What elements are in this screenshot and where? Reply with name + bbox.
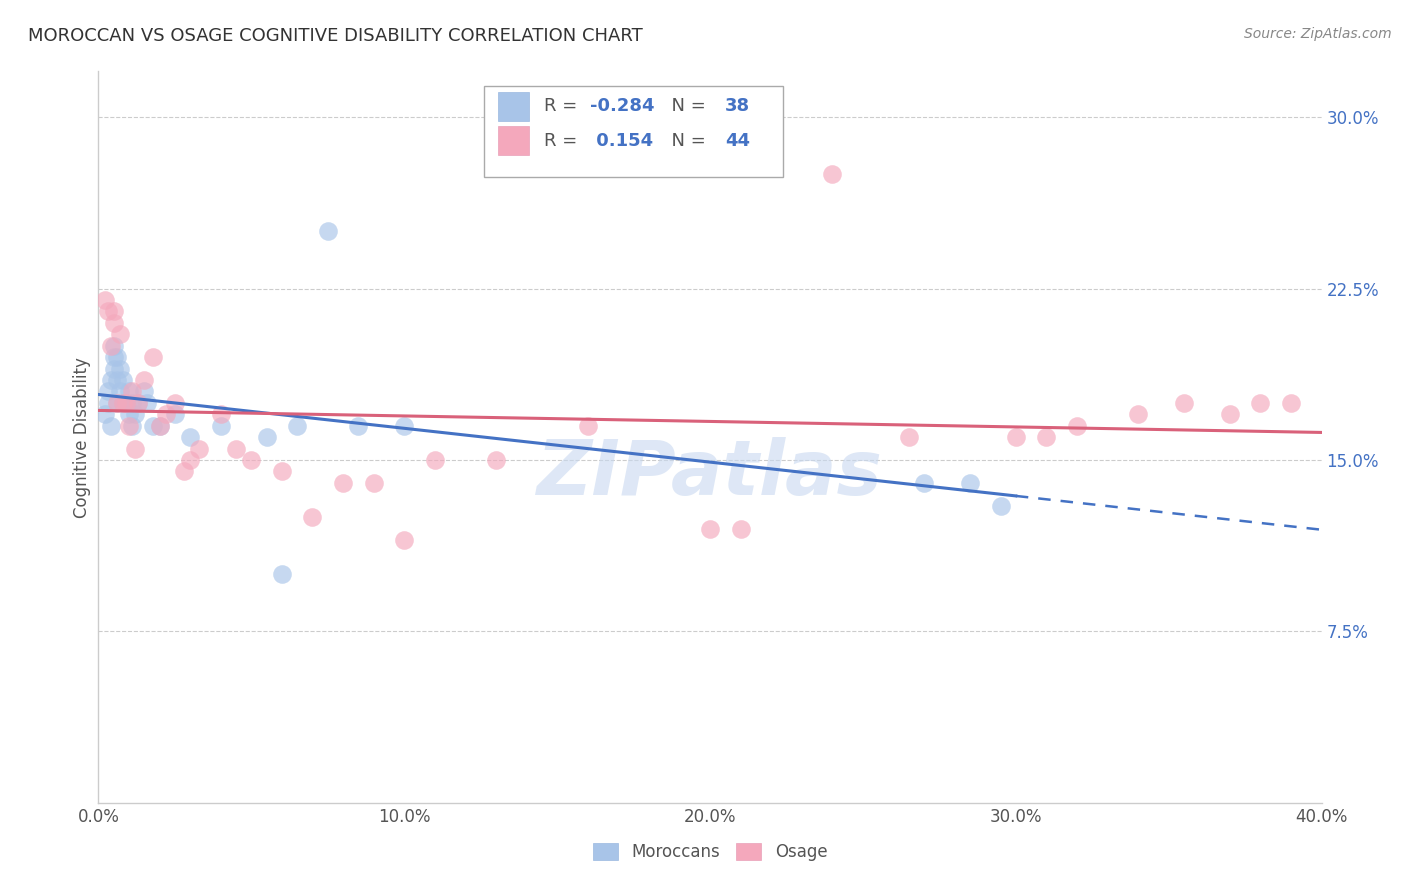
Point bbox=[912, 475, 935, 490]
Point bbox=[1066, 418, 1088, 433]
Text: ZIPatlas: ZIPatlas bbox=[537, 437, 883, 510]
Point bbox=[115, 396, 138, 410]
Point bbox=[576, 418, 599, 433]
Point bbox=[392, 533, 416, 547]
Point bbox=[392, 418, 416, 433]
Point bbox=[730, 521, 752, 535]
Point bbox=[105, 396, 128, 410]
Point bbox=[1004, 430, 1026, 444]
Point bbox=[103, 361, 125, 376]
Point bbox=[103, 338, 125, 352]
Point bbox=[270, 464, 292, 478]
Point bbox=[93, 407, 115, 421]
Point bbox=[821, 167, 844, 181]
Point bbox=[209, 407, 232, 421]
Point bbox=[115, 396, 138, 410]
Bar bbox=[498, 92, 529, 121]
Text: -0.284: -0.284 bbox=[591, 97, 655, 115]
Point bbox=[105, 350, 128, 364]
Point bbox=[990, 499, 1012, 513]
Text: R =: R = bbox=[544, 97, 582, 115]
Point bbox=[1128, 407, 1150, 421]
Point bbox=[127, 396, 149, 410]
Point bbox=[163, 407, 186, 421]
Point bbox=[105, 373, 128, 387]
Point bbox=[240, 453, 263, 467]
Text: 38: 38 bbox=[724, 97, 749, 115]
Point bbox=[93, 293, 115, 307]
Point bbox=[347, 418, 370, 433]
Point bbox=[209, 418, 232, 433]
Point bbox=[111, 373, 134, 387]
Point bbox=[136, 396, 159, 410]
Point bbox=[97, 396, 120, 410]
Point bbox=[1219, 407, 1241, 421]
Point bbox=[100, 338, 122, 352]
Text: Source: ZipAtlas.com: Source: ZipAtlas.com bbox=[1244, 27, 1392, 41]
Point bbox=[332, 475, 354, 490]
Text: 0.154: 0.154 bbox=[591, 132, 654, 150]
Point bbox=[423, 453, 446, 467]
Point bbox=[124, 442, 146, 456]
Point bbox=[699, 521, 721, 535]
Legend: Moroccans, Osage: Moroccans, Osage bbox=[586, 836, 834, 868]
Point bbox=[1173, 396, 1195, 410]
Point bbox=[316, 224, 339, 238]
Point bbox=[485, 453, 508, 467]
Point bbox=[111, 396, 134, 410]
Y-axis label: Cognitive Disability: Cognitive Disability bbox=[73, 357, 91, 517]
Point bbox=[100, 373, 122, 387]
Point bbox=[134, 373, 156, 387]
Point bbox=[1279, 396, 1302, 410]
Point bbox=[149, 418, 172, 433]
Point bbox=[121, 384, 143, 399]
Point bbox=[285, 418, 308, 433]
Point bbox=[108, 384, 131, 399]
Point bbox=[897, 430, 920, 444]
Point bbox=[173, 464, 195, 478]
Point bbox=[1249, 396, 1271, 410]
Point bbox=[97, 384, 120, 399]
Point bbox=[121, 396, 143, 410]
Point bbox=[118, 407, 141, 421]
Point bbox=[111, 396, 134, 410]
Point bbox=[124, 407, 146, 421]
Point bbox=[121, 418, 143, 433]
Point bbox=[301, 510, 323, 524]
Point bbox=[959, 475, 981, 490]
Point bbox=[118, 418, 141, 433]
Point bbox=[270, 567, 292, 582]
Text: N =: N = bbox=[659, 132, 711, 150]
Point bbox=[179, 430, 201, 444]
Point bbox=[103, 350, 125, 364]
Text: R =: R = bbox=[544, 132, 582, 150]
Point bbox=[134, 384, 156, 399]
Point bbox=[179, 453, 201, 467]
Text: MOROCCAN VS OSAGE COGNITIVE DISABILITY CORRELATION CHART: MOROCCAN VS OSAGE COGNITIVE DISABILITY C… bbox=[28, 27, 643, 45]
Point bbox=[155, 407, 177, 421]
Point bbox=[118, 384, 141, 399]
Point bbox=[97, 304, 120, 318]
Point bbox=[1035, 430, 1057, 444]
Point bbox=[149, 418, 172, 433]
Text: N =: N = bbox=[659, 97, 711, 115]
Point bbox=[163, 396, 186, 410]
Point bbox=[108, 361, 131, 376]
Point bbox=[142, 350, 165, 364]
Point bbox=[127, 396, 149, 410]
Point bbox=[225, 442, 247, 456]
Point bbox=[100, 418, 122, 433]
Point bbox=[142, 418, 165, 433]
Point bbox=[108, 327, 131, 342]
Point bbox=[105, 396, 128, 410]
Bar bbox=[498, 126, 529, 155]
Point bbox=[103, 304, 125, 318]
Point bbox=[256, 430, 278, 444]
Point bbox=[188, 442, 211, 456]
Point bbox=[363, 475, 385, 490]
FancyBboxPatch shape bbox=[484, 86, 783, 178]
Point bbox=[103, 316, 125, 330]
Text: 44: 44 bbox=[724, 132, 749, 150]
